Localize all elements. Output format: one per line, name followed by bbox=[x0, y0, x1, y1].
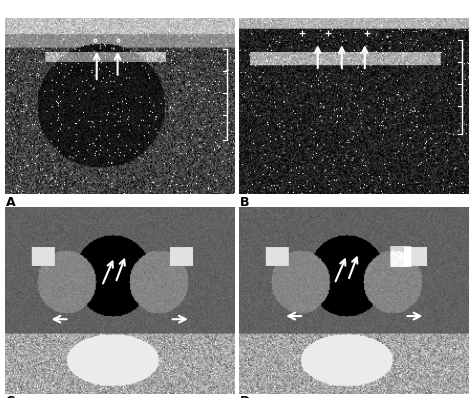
Text: C: C bbox=[6, 395, 15, 398]
Text: D: D bbox=[240, 395, 251, 398]
Text: A: A bbox=[6, 196, 15, 209]
Text: B: B bbox=[240, 196, 250, 209]
